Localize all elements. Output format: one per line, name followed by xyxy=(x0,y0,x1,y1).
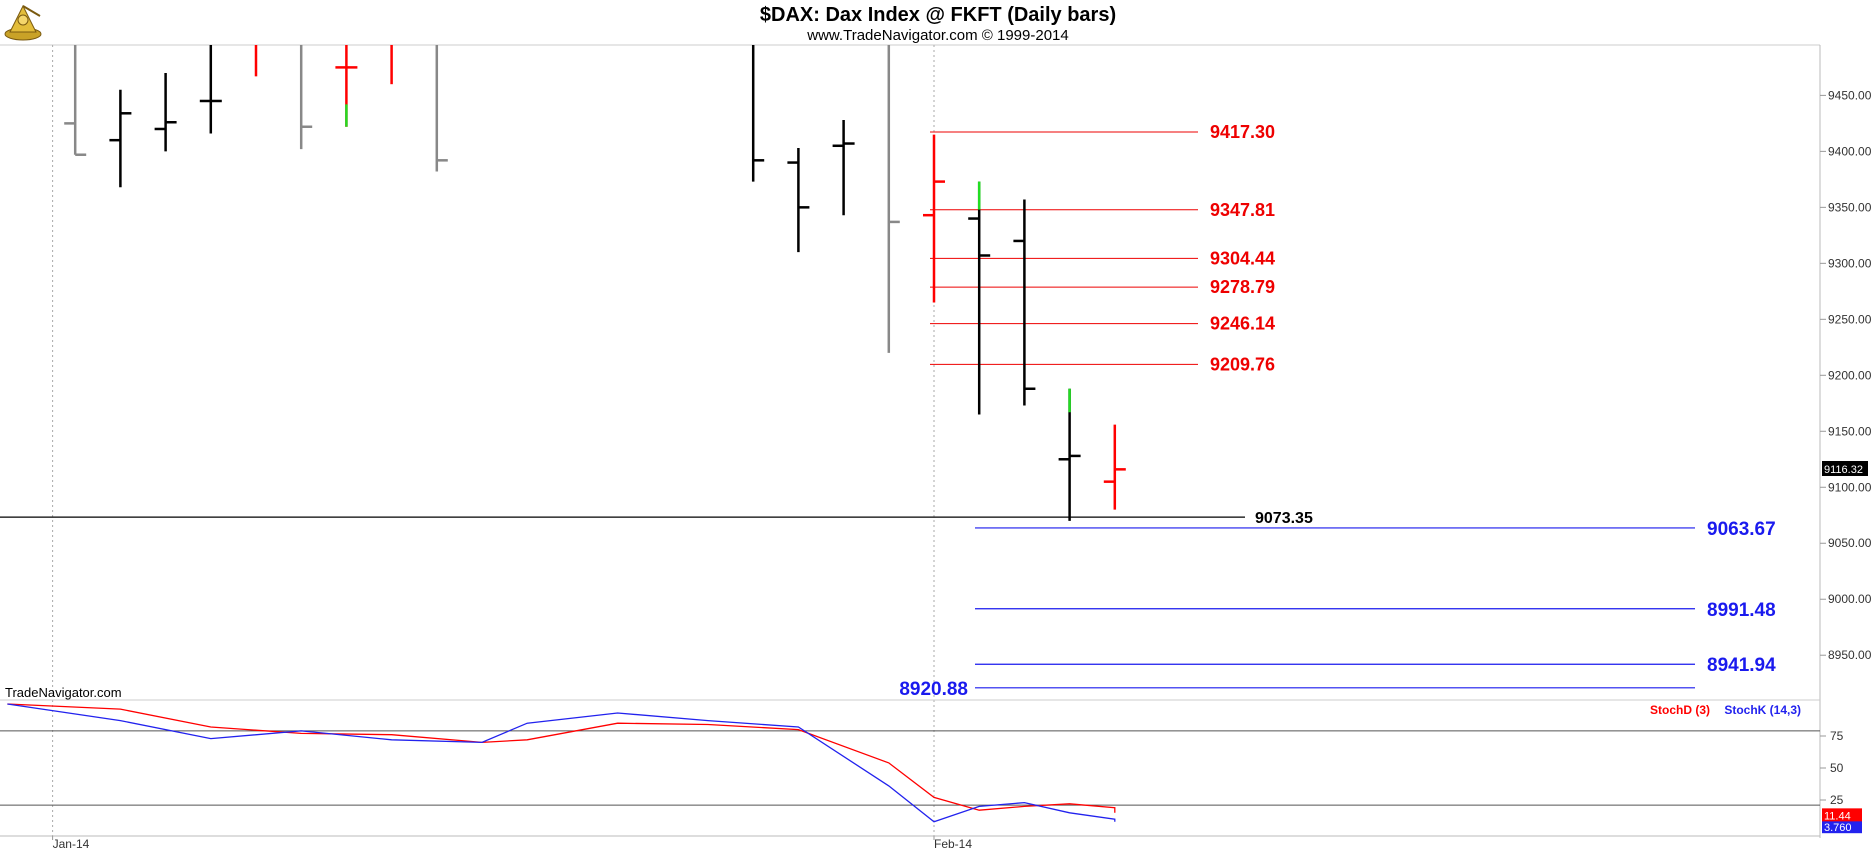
chart-title: $DAX: Dax Index @ FKFT (Daily bars) xyxy=(760,4,1116,26)
price-y-tick-label-0: 9450.00 xyxy=(1828,88,1872,102)
price-y-tick-label-8: 9050.00 xyxy=(1828,536,1872,550)
price-y-tick-label-3: 9300.00 xyxy=(1828,256,1872,270)
ohlc-bar-5 xyxy=(299,45,313,150)
price-y-tick-label-5: 9200.00 xyxy=(1828,368,1872,382)
pivot-label: 9073.35 xyxy=(1255,510,1313,527)
ohlc-bar-17 xyxy=(1103,424,1126,510)
ohlc-bar-15 xyxy=(1013,199,1036,406)
price-y-tick-label-6: 9150.00 xyxy=(1828,424,1872,438)
resistance-label-2: 9304.44 xyxy=(1210,248,1275,268)
price-y-tick-label-9: 9000.00 xyxy=(1828,592,1872,606)
ohlc-bar-0 xyxy=(64,45,87,156)
last-price-tag-box xyxy=(1822,460,1868,476)
ohlc-bar-2 xyxy=(154,72,177,152)
price-y-tick-label-7: 9100.00 xyxy=(1828,480,1872,494)
legend-stoch-k: StochK (14,3) xyxy=(1724,703,1801,717)
stoch-series-line-1 xyxy=(7,703,1116,823)
x-axis-labels: Jan-14 Feb-14 xyxy=(52,836,972,851)
x-tick-label-0: Jan-14 xyxy=(53,837,90,851)
stoch-k-last-tag-box xyxy=(1822,820,1862,834)
support-label-2: 8941.94 xyxy=(1707,655,1776,676)
ohlc-bar-6 xyxy=(335,45,358,127)
last-price-tag: 9116.32 xyxy=(1822,460,1868,476)
price-y-axis: 9450.00 9400.00 9350.00 9300.00 9250.00 9200.… xyxy=(1820,88,1872,662)
price-y-tick-label-4: 9250.00 xyxy=(1828,312,1872,326)
ohlc-bar-11 xyxy=(832,120,855,216)
x-tick-label-1: Feb-14 xyxy=(934,837,972,851)
price-panel: 9450.00 9400.00 9350.00 9300.00 9250.00 9200.… xyxy=(0,44,1872,838)
price-y-tick-label-10: 8950.00 xyxy=(1828,648,1872,662)
stoch-d-last-tag-label: 11.44 xyxy=(1824,810,1851,822)
stoch-y-tick-label-1: 50 xyxy=(1830,761,1844,775)
support-label-0: 9063.67 xyxy=(1707,519,1776,540)
ohlc-bar-10 xyxy=(787,148,810,253)
ohlc-bar-8 xyxy=(435,45,448,172)
gold-sextant-logo-icon xyxy=(4,4,42,41)
support-label-3: 8920.88 xyxy=(899,679,968,700)
stoch-k-last-tag-label: 3.760 xyxy=(1824,822,1852,834)
stochastic-panel: 75 50 25 StochD (3) StochK (14,3) 3.760 11… xyxy=(0,699,1862,834)
resistance-label-5: 9209.76 xyxy=(1210,354,1275,374)
ohlc-bar-1 xyxy=(109,89,132,188)
ohlc-bar-14 xyxy=(968,181,991,415)
ohlc-bar-9 xyxy=(751,45,765,182)
price-y-tick-label-1: 9400.00 xyxy=(1828,144,1872,158)
chart-header xyxy=(0,0,1876,44)
ohlc-bar-13 xyxy=(923,134,945,303)
price-y-tick-label-2: 9350.00 xyxy=(1828,200,1872,214)
stochastic-lines xyxy=(7,703,1116,823)
legend-stoch-d: StochD (3) xyxy=(1650,703,1710,717)
stoch-y-tick-label-2: 25 xyxy=(1830,793,1844,807)
support-label-1: 8991.48 xyxy=(1707,600,1776,621)
resistance-label-3: 9278.79 xyxy=(1210,277,1275,297)
resistance-label-1: 9347.81 xyxy=(1210,200,1275,220)
stoch-y-tick-label-0: 75 xyxy=(1830,729,1844,743)
ohlc-bar-16 xyxy=(1058,388,1081,521)
x-axis: Jan-14 Feb-14 xyxy=(0,835,1820,851)
resistance-label-4: 9246.14 xyxy=(1210,314,1275,334)
stoch-d-last-tag-box xyxy=(1822,808,1862,822)
last-price-tag-label: 9116.32 xyxy=(1824,464,1863,476)
price-levels: 9417.30 9347.81 9304.44 9278.79 9246.14 9209.… xyxy=(0,122,1776,700)
ohlc-bar-12 xyxy=(887,45,900,353)
ohlc-bars xyxy=(64,45,1126,521)
chart-subtitle: www.TradeNavigator.com © 1999-2014 xyxy=(806,27,1068,44)
resistance-label-0: 9417.30 xyxy=(1210,122,1275,142)
stoch-last-tags: 3.760 11.44 xyxy=(1822,808,1862,834)
ohlc-bar-3 xyxy=(199,45,222,134)
stochastic-y-axis: 75 50 25 xyxy=(1820,729,1844,807)
watermark-label: TradeNavigator.com xyxy=(5,685,122,700)
